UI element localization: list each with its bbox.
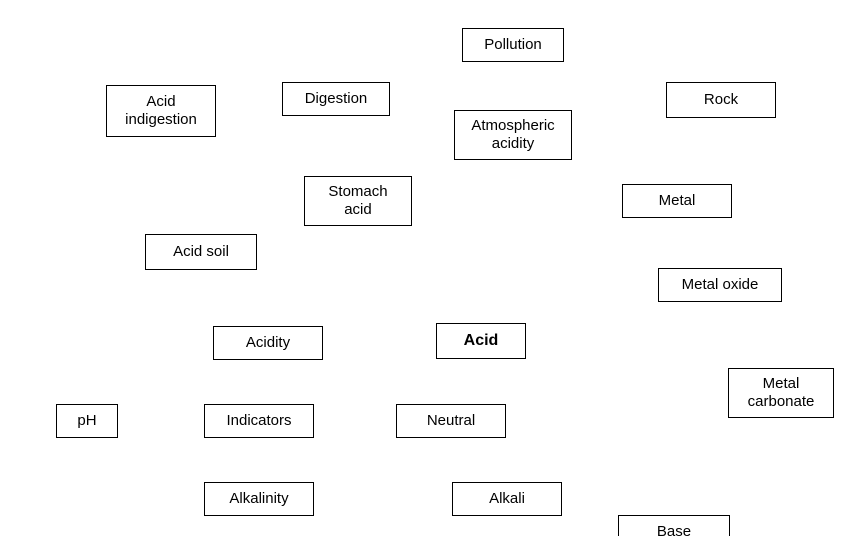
node-base: Base — [618, 515, 730, 536]
node-metal-carbonate: Metal carbonate — [728, 368, 834, 418]
node-ph: pH — [56, 404, 118, 438]
node-acid: Acid — [436, 323, 526, 359]
node-acid-indigestion: Acid indigestion — [106, 85, 216, 137]
node-atmospheric-acidity: Atmospheric acidity — [454, 110, 572, 160]
node-digestion: Digestion — [282, 82, 390, 116]
diagram-canvas: Pollution Acid indigestion Digestion Rock At… — [0, 0, 864, 536]
node-metal: Metal — [622, 184, 732, 218]
node-acid-soil: Acid soil — [145, 234, 257, 270]
node-rock: Rock — [666, 82, 776, 118]
node-alkalinity: Alkalinity — [204, 482, 314, 516]
node-pollution: Pollution — [462, 28, 564, 62]
node-alkali: Alkali — [452, 482, 562, 516]
node-stomach-acid: Stomach acid — [304, 176, 412, 226]
node-neutral: Neutral — [396, 404, 506, 438]
node-acidity: Acidity — [213, 326, 323, 360]
node-metal-oxide: Metal oxide — [658, 268, 782, 302]
node-indicators: Indicators — [204, 404, 314, 438]
